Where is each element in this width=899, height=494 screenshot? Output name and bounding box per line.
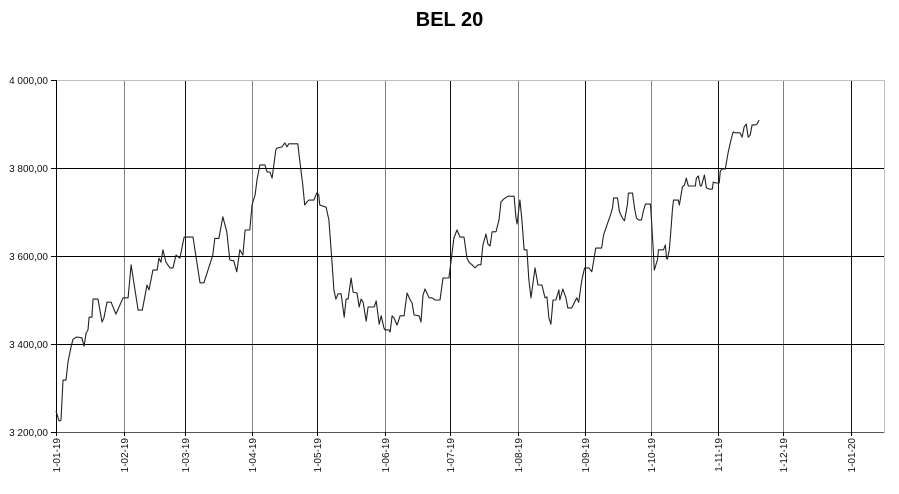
y-axis-ticks: 3 200,00 3 400,00 3 600,00 3 800,00 4 000,00 bbox=[9, 76, 56, 439]
x-tick-label: 1-01-19 bbox=[52, 438, 63, 473]
x-tick-label: 1-05-19 bbox=[313, 438, 324, 473]
x-axis-ticks: 1-01-19 1-02-19 1-03-19 1-04-19 1-05-19 1-06-… bbox=[52, 432, 858, 472]
x-tick-label: 1-08-19 bbox=[514, 438, 525, 473]
x-tick-label: 1-01-20 bbox=[847, 438, 858, 473]
x-tick-label: 1-07-19 bbox=[446, 438, 457, 473]
x-tick-label: 1-11-19 bbox=[714, 438, 725, 472]
y-tick-label: 4 000,00 bbox=[9, 76, 48, 87]
x-tick-label: 1-02-19 bbox=[120, 438, 131, 473]
y-tick-label: 3 600,00 bbox=[9, 252, 48, 263]
x-tick-label: 1-06-19 bbox=[381, 438, 392, 473]
x-tick-label: 1-10-19 bbox=[647, 438, 658, 473]
y-tick-label: 3 200,00 bbox=[9, 428, 48, 439]
x-tick-label: 1-03-19 bbox=[181, 438, 192, 473]
bel20-price-line bbox=[55, 119, 760, 422]
chart-title: BEL 20 bbox=[415, 9, 484, 31]
x-tick-label: 1-04-19 bbox=[248, 438, 259, 473]
x-tick-label: 1-09-19 bbox=[581, 438, 592, 473]
x-tick-label: 1-12-19 bbox=[779, 438, 790, 473]
y-tick-label: 3 400,00 bbox=[9, 340, 48, 351]
horizontal-gridlines bbox=[56, 168, 884, 345]
y-tick-label: 3 800,00 bbox=[9, 164, 48, 175]
